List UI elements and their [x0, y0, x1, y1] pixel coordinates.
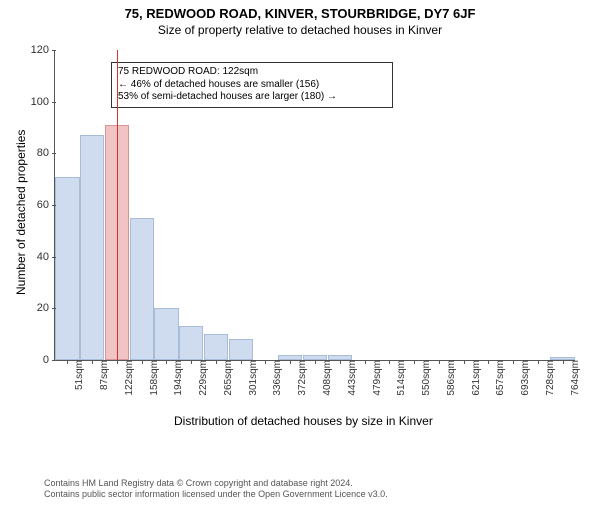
x-tick-label: 336sqm [268, 360, 283, 396]
y-tick: 60 [37, 199, 55, 211]
annotation-box: 75 REDWOOD ROAD: 122sqm ← 46% of detache… [111, 62, 393, 108]
x-tick-mark [216, 360, 217, 364]
x-tick-label: 621sqm [467, 360, 482, 396]
y-tick: 20 [37, 302, 55, 314]
annotation-line2: ← 46% of detached houses are smaller (15… [118, 79, 386, 92]
y-tick: 0 [43, 354, 55, 366]
y-axis-label: Number of detached properties [14, 130, 28, 295]
y-tick: 100 [31, 96, 55, 108]
x-tick-label: 728sqm [541, 360, 556, 396]
x-tick-label: 479sqm [368, 360, 383, 396]
x-tick-mark [464, 360, 465, 364]
x-tick-mark [241, 360, 242, 364]
x-tick-mark [439, 360, 440, 364]
x-tick-label: 194sqm [169, 360, 184, 396]
bar [130, 218, 154, 360]
x-tick-label: 443sqm [343, 360, 358, 396]
x-tick-mark [513, 360, 514, 364]
x-tick-label: 51sqm [70, 360, 85, 390]
x-tick-mark [117, 360, 118, 364]
x-tick-label: 87sqm [95, 360, 110, 390]
x-tick-label: 693sqm [516, 360, 531, 396]
x-tick-label: 764sqm [566, 360, 581, 396]
x-tick-label: 550sqm [417, 360, 432, 396]
x-tick-mark [290, 360, 291, 364]
annotation-line3: 53% of semi-detached houses are larger (… [118, 91, 386, 104]
footer: Contains HM Land Registry data © Crown c… [44, 478, 388, 501]
bar [55, 177, 79, 360]
x-tick-label: 229sqm [194, 360, 209, 396]
x-tick-mark [166, 360, 167, 364]
x-tick-label: 586sqm [442, 360, 457, 396]
x-tick-mark [92, 360, 93, 364]
bar [229, 339, 253, 360]
x-tick-mark [67, 360, 68, 364]
x-tick-mark [191, 360, 192, 364]
x-tick-mark [538, 360, 539, 364]
x-tick-label: 657sqm [491, 360, 506, 396]
x-tick-mark [315, 360, 316, 364]
x-tick-label: 514sqm [392, 360, 407, 396]
x-tick-label: 122sqm [120, 360, 135, 396]
annotation-line1: 75 REDWOOD ROAD: 122sqm [118, 66, 386, 79]
x-tick-mark [414, 360, 415, 364]
x-tick-mark [389, 360, 390, 364]
bar [80, 135, 104, 360]
x-tick-label: 265sqm [219, 360, 234, 396]
x-tick-mark [340, 360, 341, 364]
x-tick-mark [142, 360, 143, 364]
y-tick: 40 [37, 251, 55, 263]
x-tick-label: 301sqm [244, 360, 259, 396]
y-tick: 80 [37, 147, 55, 159]
x-tick-mark [488, 360, 489, 364]
footer-line1: Contains HM Land Registry data © Crown c… [44, 478, 388, 489]
chart: 75 REDWOOD ROAD: 122sqm ← 46% of detache… [0, 44, 600, 434]
x-axis-label: Distribution of detached houses by size … [174, 414, 433, 428]
x-tick-mark [265, 360, 266, 364]
x-tick-label: 372sqm [293, 360, 308, 396]
highlight-line [117, 50, 118, 360]
x-tick-label: 408sqm [318, 360, 333, 396]
bar [154, 308, 178, 360]
plot-area: 75 REDWOOD ROAD: 122sqm ← 46% of detache… [54, 50, 575, 361]
x-tick-mark [563, 360, 564, 364]
y-tick: 120 [31, 44, 55, 56]
x-tick-label: 158sqm [145, 360, 160, 396]
bar [179, 326, 203, 360]
footer-line2: Contains public sector information licen… [44, 489, 388, 500]
title-sub: Size of property relative to detached ho… [0, 23, 600, 37]
bar [204, 334, 228, 360]
title-main: 75, REDWOOD ROAD, KINVER, STOURBRIDGE, D… [0, 6, 600, 21]
x-tick-mark [365, 360, 366, 364]
